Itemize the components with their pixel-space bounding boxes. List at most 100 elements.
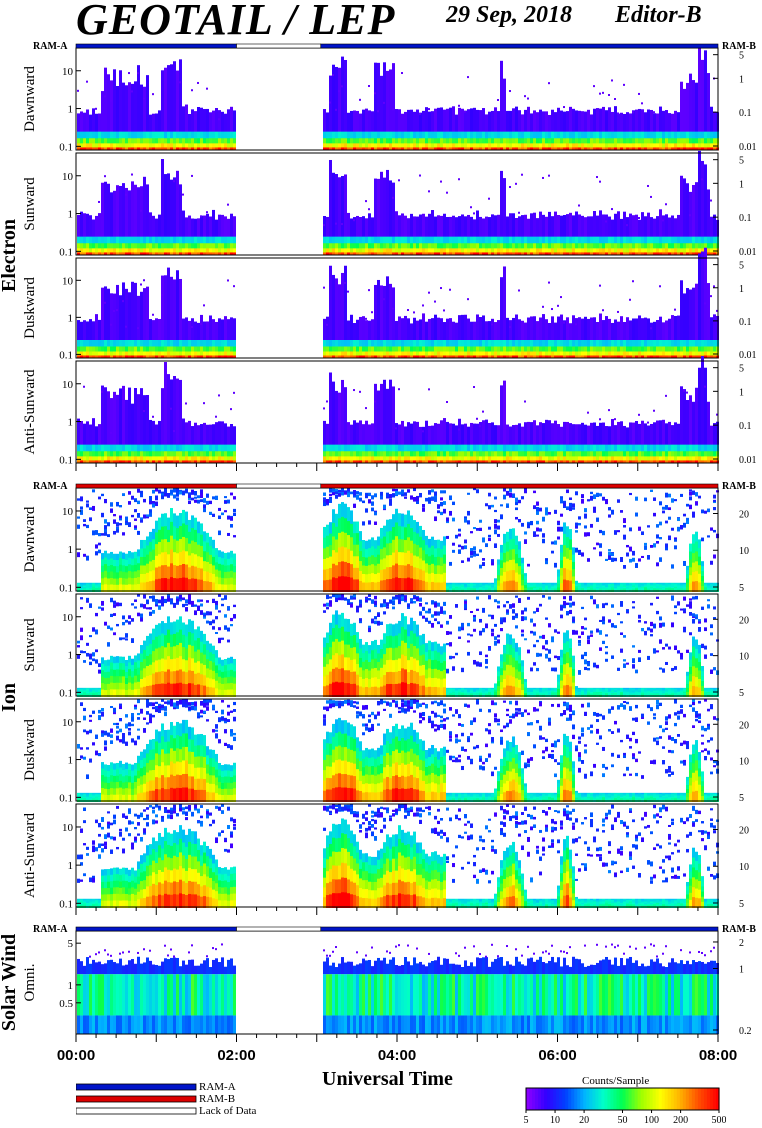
electron-band-cell [368,137,371,144]
ion-noise-cell [323,497,326,500]
electron-band-cell [626,455,629,461]
electron-band-cell [104,142,107,148]
electron-band-cell [695,339,698,347]
electron-band-cell [329,450,332,457]
ion-dense-cell [158,517,161,531]
electron-upper-cell [455,114,458,132]
electron-band-cell [170,444,173,452]
electron-band-cell [485,236,488,244]
ion-noise-cell [80,496,83,502]
electron-band-cell [662,444,665,452]
electron-band-cell [602,131,605,139]
electron-band-cell [485,242,488,249]
ion-dense-cell [209,545,212,556]
electron-band-cell [359,450,362,457]
ion-dense-cell [131,571,134,580]
electron-band-cell [662,146,665,151]
ion-noise-cell [329,488,332,493]
electron-band-cell [347,339,350,347]
ion-noise-cell [104,532,107,536]
electron-band-cell [389,242,392,249]
electron-band-cell [665,350,668,356]
electron-band-cell [629,354,632,359]
electron-band-cell [458,131,461,139]
electron-band-cell [80,455,83,461]
electron-upper-cell [629,422,632,445]
electron-band-cell [617,137,620,144]
ion-dense-cell [227,565,230,573]
electron-band-cell [128,137,131,144]
electron-band-cell [143,236,146,244]
ion-dense-cell [488,582,491,586]
electron-noise-cell [578,204,580,207]
electron-upper-cell [326,423,329,445]
electron-band-cell [353,459,356,464]
electron-band-cell [467,146,470,151]
electron-band-cell [689,345,692,352]
electron-band-cell [656,236,659,244]
ion-dense-cell [224,571,227,580]
ion-dense-cell [338,547,341,563]
electron-band-cell [212,350,215,356]
electron-band-cell [221,459,224,464]
ion-dense-cell [377,563,380,574]
electron-band-cell [155,459,158,464]
electron-band-cell [332,354,335,359]
electron-upper-cell [515,314,518,340]
electron-upper-cell [329,159,332,237]
electron-band-cell [206,350,209,356]
ion-dense-cell [395,549,398,565]
electron-band-cell [161,137,164,144]
electron-band-cell [221,354,224,359]
electron-band-cell [653,236,656,244]
electron-band-cell [617,350,620,356]
electron-upper-cell [575,424,578,445]
electron-band-cell [602,345,605,352]
electron-band-cell [233,345,236,352]
electron-band-cell [167,247,170,253]
electron-band-cell [704,236,707,244]
electron-upper-cell [383,177,386,237]
electron-upper-cell [416,320,419,340]
electron-band-cell [353,236,356,244]
ion-dense-cell [443,572,446,583]
ion-noise-cell [440,511,443,516]
electron-band-cell [446,131,449,139]
electron-band-cell [335,251,338,256]
electron-upper-cell [137,187,140,237]
ion-dense-cell [227,584,230,592]
electron-upper-cell [521,426,524,445]
electron-band-cell [644,146,647,151]
electron-band-cell [467,450,470,457]
electron-band-cell [683,444,686,452]
electron-band-cell [521,131,524,139]
electron-band-cell [344,131,347,139]
ion-dense-cell [125,553,128,561]
electron-band-cell [557,146,560,151]
electron-band-cell [668,444,671,452]
electron-band-cell [548,339,551,347]
electron-band-cell [539,146,542,151]
electron-band-cell [704,450,707,457]
electron-band-cell [200,131,203,139]
ion-dense-cell [371,546,374,557]
electron-band-cell [653,345,656,352]
electron-upper-cell [185,317,188,340]
ion-noise-cell [149,512,152,517]
electron-band-cell [95,251,98,256]
electron-band-cell [176,251,179,256]
electron-upper-cell [434,108,437,132]
electron-band-cell [536,247,539,253]
electron-upper-cell [410,109,413,132]
electron-noise-cell [608,93,610,96]
electron-band-cell [122,455,125,461]
electron-band-cell [86,137,89,144]
electron-upper-cell [194,422,197,445]
electron-band-cell [575,247,578,253]
electron-band-cell [575,142,578,148]
electron-band-cell [404,236,407,244]
electron-upper-cell [449,107,452,132]
electron-band-cell [170,236,173,244]
electron-upper-cell [86,109,89,132]
ion-dense-cell [392,552,395,567]
